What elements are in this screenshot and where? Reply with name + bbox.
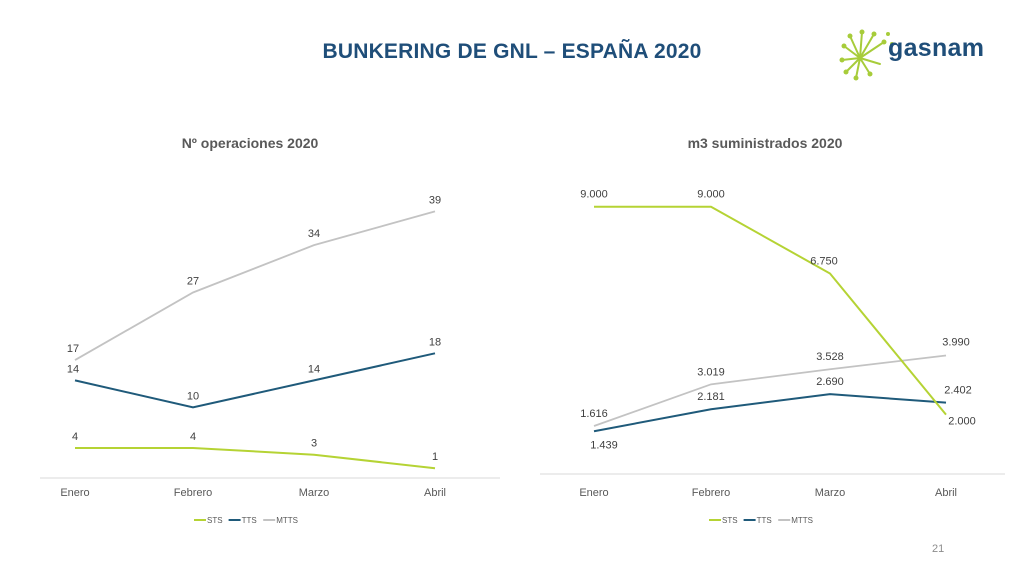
data-label-sts: 4 xyxy=(190,431,196,443)
data-label-tts: 1.439 xyxy=(590,439,618,451)
chart-title: Nº operaciones 2020 xyxy=(182,135,319,151)
series-line-mtts xyxy=(593,354,947,427)
data-label-mtts: 3.019 xyxy=(697,366,725,378)
chart-title: m3 suministrados 2020 xyxy=(688,135,843,151)
x-tick-label: Enero xyxy=(60,487,89,499)
data-label-tts: 2.402 xyxy=(944,385,972,397)
data-label-sts: 3 xyxy=(311,438,317,450)
data-label-sts: 9.000 xyxy=(697,189,725,201)
data-label-mtts: 17 xyxy=(67,343,79,355)
data-label-mtts: 34 xyxy=(308,228,320,240)
data-label-tts: 14 xyxy=(308,363,320,375)
data-label-tts: 14 xyxy=(67,363,79,375)
legend-label-tts: TTS xyxy=(242,516,257,525)
data-label-sts: 4 xyxy=(72,431,78,443)
data-label-mtts: 3.990 xyxy=(942,336,970,348)
page-number: 21 xyxy=(932,543,945,555)
data-label-sts: 2.000 xyxy=(948,416,976,428)
series-line-mtts xyxy=(74,210,436,361)
data-label-mtts: 27 xyxy=(187,275,199,287)
data-label-tts: 2.181 xyxy=(697,391,725,403)
slide-title: BUNKERING DE GNL – ESPAÑA 2020 xyxy=(322,40,702,63)
legend-label-mtts: MTTS xyxy=(276,516,298,525)
legend-label-tts: TTS xyxy=(757,516,772,525)
data-label-sts: 6.750 xyxy=(810,256,838,268)
legend-label-sts: STS xyxy=(207,516,223,525)
data-label-tts: 10 xyxy=(187,390,199,402)
data-label-mtts: 3.528 xyxy=(816,351,844,363)
x-tick-label: Marzo xyxy=(299,487,330,499)
series-line-tts xyxy=(74,352,436,409)
series-line-sts xyxy=(594,205,947,416)
data-label-sts: 9.000 xyxy=(580,189,608,201)
series-line-sts xyxy=(75,446,436,470)
x-tick-label: Abril xyxy=(935,487,957,499)
legend-label-sts: STS xyxy=(722,516,738,525)
data-label-mtts: 1.616 xyxy=(580,408,608,420)
series-line-tts xyxy=(593,393,947,433)
x-tick-label: Febrero xyxy=(174,487,213,499)
data-label-sts: 1 xyxy=(432,451,438,463)
dandelion-icon xyxy=(839,29,894,81)
x-tick-label: Marzo xyxy=(815,487,846,499)
x-tick-label: Enero xyxy=(579,487,608,499)
x-tick-label: Abril xyxy=(424,487,446,499)
x-tick-label: Febrero xyxy=(692,487,731,499)
gasnam-logo: gasnam xyxy=(836,24,996,84)
data-label-tts: 18 xyxy=(429,336,441,348)
logo-text: gasnam xyxy=(888,34,985,62)
data-label-tts: 2.690 xyxy=(816,376,844,388)
legend-label-mtts: MTTS xyxy=(791,516,813,525)
data-label-mtts: 39 xyxy=(429,194,441,206)
